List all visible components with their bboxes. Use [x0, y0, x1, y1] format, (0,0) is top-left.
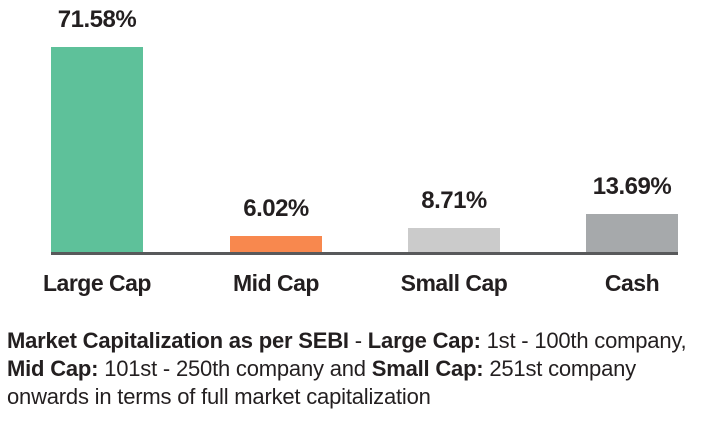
value-label: 8.71%	[421, 186, 487, 214]
bar-group-small-cap: 8.71% Small Cap	[401, 186, 508, 296]
category-label: Small Cap	[400, 270, 508, 296]
bar-mid-cap	[230, 235, 322, 253]
category-label: Mid Cap	[233, 270, 319, 296]
bar-group-cash: 13.69% Cash	[586, 172, 678, 296]
market-cap-bar-chart: 71.58% Large Cap 6.02% Mid Cap 8.71% Sma…	[43, 6, 678, 297]
chart-description: Market Capitalization as per SEBI - Larg…	[7, 328, 687, 409]
bar-large-cap	[51, 47, 143, 253]
value-label: 13.69%	[592, 172, 672, 200]
value-label: 71.58%	[57, 6, 137, 33]
value-label: 6.02%	[243, 194, 309, 222]
bar-cash	[586, 213, 678, 253]
category-label: Large Cap	[43, 270, 151, 296]
category-label: Cash	[604, 270, 660, 296]
x-axis-line	[51, 252, 678, 255]
bar-group-mid-cap: 6.02% Mid Cap	[230, 194, 322, 296]
bar-small-cap	[408, 227, 500, 253]
bar-group-large-cap: 71.58% Large Cap	[43, 6, 151, 297]
plot-area: 71.58% Large Cap 6.02% Mid Cap 8.71% Sma…	[43, 6, 678, 297]
